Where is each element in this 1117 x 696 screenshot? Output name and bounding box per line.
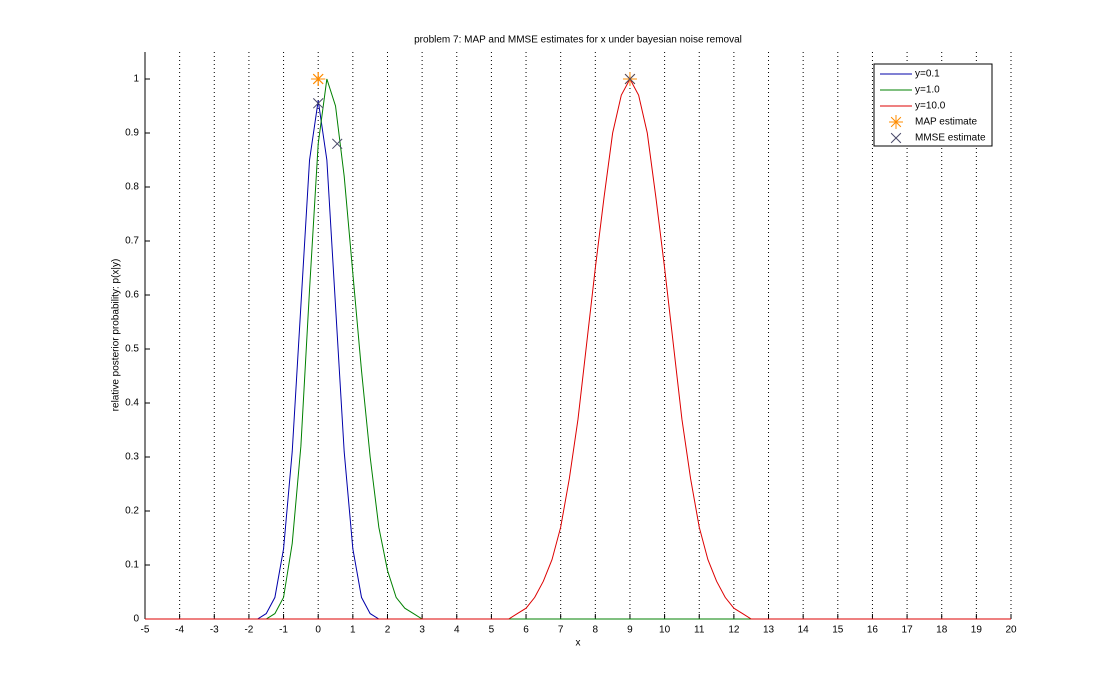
legend-label: MMSE estimate: [915, 133, 986, 144]
y-tick-label: 0.8: [125, 182, 139, 193]
x-tick-label: -1: [279, 625, 288, 636]
x-tick-label: 8: [593, 625, 599, 636]
x-tick-label: -4: [175, 625, 184, 636]
legend-label: y=0.1: [915, 69, 940, 80]
x-tick-label: 2: [385, 625, 391, 636]
y-tick-label: 0.2: [125, 506, 139, 517]
x-tick-label: 11: [694, 625, 705, 636]
x-tick-label: 7: [558, 625, 564, 636]
legend-label: y=10.0: [915, 101, 946, 112]
marker-stroke: [312, 98, 324, 109]
x-tick-label: 5: [489, 625, 495, 636]
y-tick-label: 0.4: [125, 398, 139, 409]
x-tick-label: 9: [627, 625, 633, 636]
x-tick-label: 10: [659, 625, 671, 636]
x-tick-label: -2: [244, 625, 253, 636]
data-point: [331, 138, 343, 150]
data-point: [312, 98, 324, 109]
legend-symbol: [890, 132, 902, 144]
x-tick-label: 19: [971, 625, 983, 636]
x-tick-label: 18: [936, 625, 948, 636]
x-tick-label: 13: [763, 625, 775, 636]
marker-stroke: [890, 116, 902, 128]
marker-stroke: [890, 132, 902, 144]
x-tick-label: 14: [798, 625, 810, 636]
y-tick-label: 0.7: [125, 236, 139, 247]
x-tick-label: 3: [419, 625, 425, 636]
data-point: [311, 72, 326, 86]
y-tick-label: 0.3: [125, 452, 139, 463]
x-tick-label: -3: [210, 625, 219, 636]
x-tick-label: 20: [1005, 625, 1017, 636]
x-tick-label: 16: [867, 625, 879, 636]
y-tick-label: 0.1: [125, 560, 139, 571]
y-tick-label: 0.6: [125, 290, 139, 301]
x-tick-label: -5: [141, 625, 150, 636]
data-point: [624, 73, 636, 85]
y-axis-label: relative posterior probability: p(x|y): [111, 259, 122, 412]
data-line: [145, 77, 1011, 620]
x-tick-label: 0: [315, 625, 321, 636]
x-axis-label: x: [576, 638, 581, 649]
x-tick-label: 17: [902, 625, 914, 636]
legend-label: y=1.0: [915, 85, 940, 96]
y-tick-label: 0.9: [125, 128, 139, 139]
legend-label: MAP estimate: [915, 117, 977, 128]
legend-box: [873, 63, 993, 147]
legend-symbol: [889, 115, 903, 129]
y-tick-label: 0: [133, 614, 139, 625]
marker-stroke: [624, 73, 636, 85]
x-tick-label: 4: [454, 625, 460, 636]
x-tick-label: 15: [832, 625, 844, 636]
y-tick-label: 0.5: [125, 344, 139, 355]
x-tick-label: 6: [523, 625, 529, 636]
x-tick-label: 12: [728, 625, 740, 636]
chart-title: problem 7: MAP and MMSE estimates for x …: [414, 35, 742, 46]
marker-stroke: [331, 138, 343, 150]
marker-stroke: [312, 73, 324, 85]
y-tick-label: 1: [133, 74, 139, 85]
x-tick-label: 1: [350, 625, 356, 636]
